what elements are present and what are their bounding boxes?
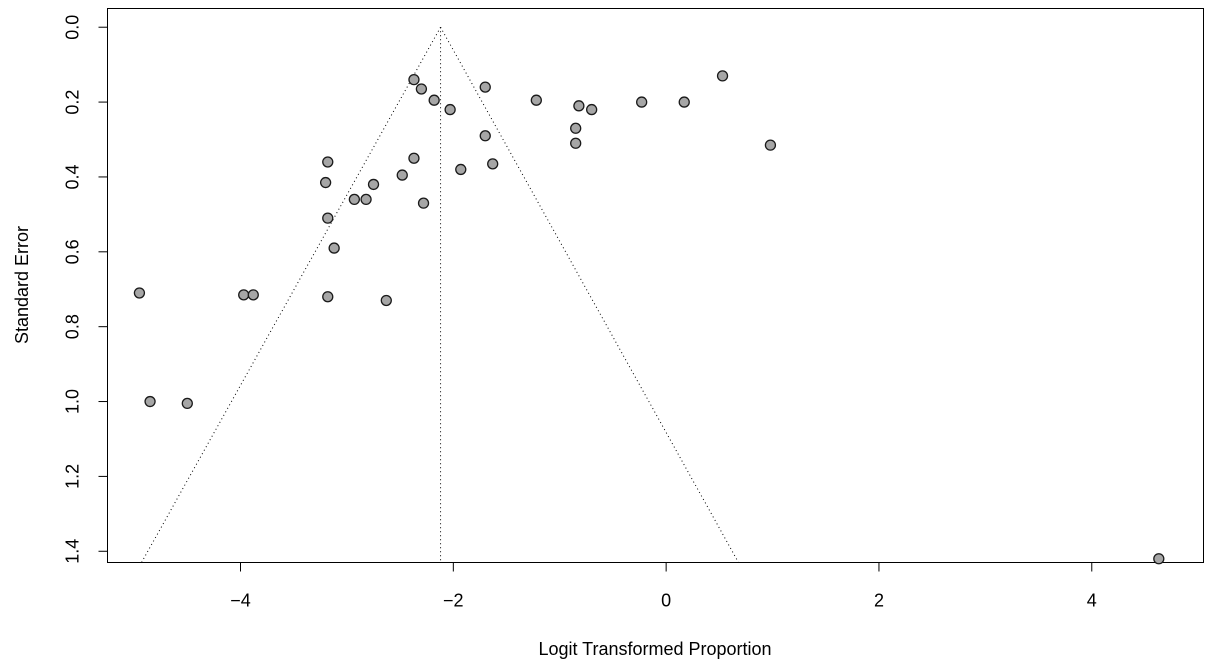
data-point: [530, 94, 542, 106]
plot-area-frame: [107, 8, 1204, 563]
data-point: [417, 197, 430, 209]
data-point: [487, 158, 499, 170]
data-point: [380, 294, 392, 307]
data-point: [678, 96, 690, 108]
data-point: [415, 83, 428, 95]
y-axis-label: Standard Error: [12, 226, 32, 344]
data-point: [408, 73, 420, 86]
x-tick-label: 2: [874, 591, 884, 611]
data-points: [133, 70, 1165, 565]
y-tick-label: 0.8: [63, 314, 83, 339]
funnel-left-boundary: [141, 26, 441, 563]
x-axis: −4 −2 0 2 4: [230, 562, 1097, 611]
data-point: [360, 193, 372, 206]
y-tick-label: 0.4: [63, 164, 83, 189]
data-point: [322, 212, 334, 224]
x-tick-label: −4: [230, 591, 251, 611]
y-tick-label: 0.6: [63, 239, 83, 264]
y-axis: 0.0 0.2 0.4 0.6 0.8 1.0 1.2 1.4: [63, 15, 108, 564]
y-tick-label: 1.0: [63, 389, 83, 414]
data-point: [455, 163, 467, 176]
data-point: [479, 81, 491, 93]
data-point: [408, 152, 420, 164]
x-axis-label: Logit Transformed Proportion: [538, 639, 771, 659]
data-point: [586, 103, 598, 116]
y-tick-label: 1.4: [63, 539, 83, 564]
x-tick-label: 0: [661, 591, 671, 611]
data-point: [367, 178, 380, 191]
data-point: [573, 100, 585, 112]
data-point: [238, 289, 250, 301]
data-point: [322, 291, 334, 303]
data-point: [328, 242, 340, 254]
data-point: [144, 395, 156, 408]
data-point: [1153, 553, 1165, 565]
data-point: [764, 139, 777, 151]
data-point: [636, 96, 648, 108]
data-point: [319, 176, 332, 189]
data-point: [570, 137, 582, 149]
data-point: [479, 130, 491, 142]
data-point: [570, 122, 582, 134]
data-point: [396, 169, 408, 181]
x-tick-label: −2: [443, 591, 464, 611]
data-point: [133, 287, 146, 299]
x-tick-label: 4: [1087, 591, 1097, 611]
y-tick-label: 1.2: [63, 464, 83, 489]
data-point: [322, 156, 334, 168]
data-point: [716, 70, 729, 82]
data-point: [428, 94, 440, 106]
data-point: [247, 289, 259, 301]
data-point: [181, 397, 193, 410]
y-tick-label: 0.2: [63, 90, 83, 115]
y-tick-label: 0.0: [63, 15, 83, 40]
data-point: [348, 193, 361, 206]
data-point: [444, 103, 456, 116]
